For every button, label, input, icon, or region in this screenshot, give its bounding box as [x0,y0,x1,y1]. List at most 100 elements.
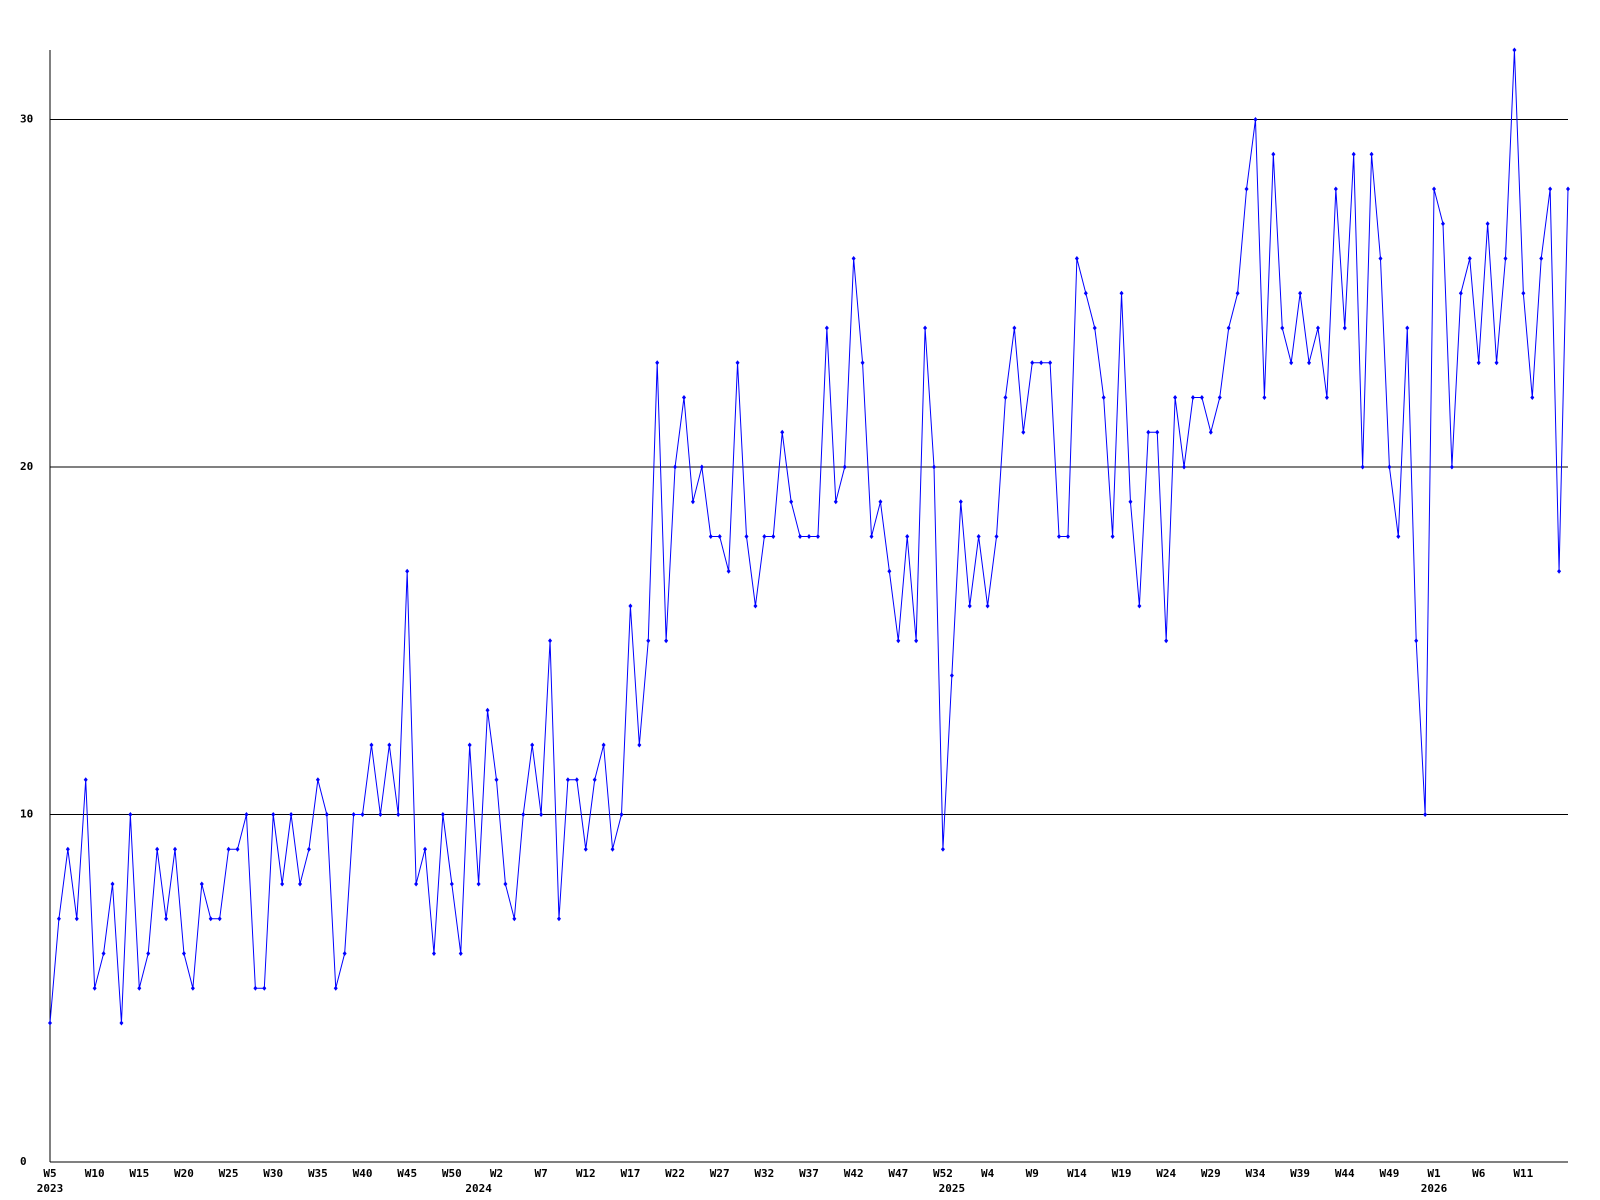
x-tick-label: W35 [308,1167,328,1180]
data-point [1101,395,1106,400]
data-point [1512,47,1517,53]
data-point [342,951,347,956]
data-point [1173,395,1178,400]
data-point [378,812,383,817]
data-point [824,325,829,331]
data-point [476,881,481,887]
data-point [869,534,874,539]
data-point [985,603,990,609]
data-point [744,534,749,539]
data-point [1360,464,1365,470]
data-point [235,846,240,852]
x-tick-label: W25 [219,1167,239,1180]
data-point [1110,534,1115,539]
x-tick-label: W2 [490,1167,503,1180]
x-tick-label: W12 [576,1167,596,1180]
data-point [485,707,490,713]
data-point [1226,325,1231,331]
data-point [521,812,526,817]
data-point [396,812,401,817]
data-point [807,534,811,539]
data-point [565,777,570,783]
data-point [1369,151,1374,157]
data-point [940,846,945,852]
data-point [1244,186,1249,192]
data-point [833,499,838,505]
data-point [932,464,937,470]
data-point [324,812,329,817]
data-point [110,881,115,887]
data-point [423,846,428,852]
data-point [601,742,606,748]
data-point [208,916,213,922]
data-point [1423,812,1428,817]
data-point [83,777,88,783]
data-point [306,846,311,852]
x-tick-label: W50 [442,1167,462,1180]
x-tick-label: W14 [1067,1167,1087,1180]
data-point [1387,464,1392,470]
data-point [1396,534,1401,539]
data-point [914,638,919,644]
y-tick-label: 20 [20,460,33,473]
data-point [1074,256,1079,261]
data-point [173,846,178,852]
data-point [762,534,767,539]
data-point [253,985,258,991]
data-point [1271,151,1276,157]
data-point [387,742,392,748]
data-point [681,395,686,400]
x-tick-label: W39 [1290,1167,1310,1180]
data-point [1289,360,1294,366]
x-tick-label: W52 [933,1167,953,1180]
year-label: 2023 [37,1182,64,1195]
data-point [789,499,794,505]
data-point [503,881,508,887]
data-point [1521,290,1526,296]
data-point [440,812,445,817]
data-point [405,568,410,574]
data-point [1280,325,1285,331]
data-point [315,777,320,783]
data-point [190,985,195,991]
data-point [1039,360,1044,366]
x-tick-label: W45 [397,1167,417,1180]
data-point [798,534,803,539]
data-point [1262,395,1267,400]
data-point [1021,429,1026,435]
data-point [262,985,267,991]
data-point [610,846,615,852]
data-point [1190,395,1195,400]
data-point [949,673,954,678]
data-point [1119,290,1124,296]
data-point [1476,360,1481,366]
data-point [1057,534,1062,539]
data-point [467,742,472,748]
data-point [289,812,294,817]
data-point [905,534,910,539]
data-point [976,534,981,539]
data-point [1458,290,1463,296]
data-point [851,256,856,261]
y-tick-label: 30 [20,113,33,126]
data-point [137,985,142,991]
data-point [1065,534,1070,539]
x-tick-label: W34 [1246,1167,1266,1180]
data-point [548,638,553,644]
x-tick-label: W10 [85,1167,105,1180]
data-point [637,742,642,748]
data-point [271,812,276,817]
x-tick-label: W44 [1335,1167,1355,1180]
data-point [431,951,436,956]
x-tick-label: W17 [620,1167,640,1180]
data-point [1307,360,1312,366]
data-point [449,881,454,887]
data-point [1217,395,1222,400]
x-tick-label: W9 [1026,1167,1039,1180]
data-point [101,951,106,956]
x-tick-label: W40 [353,1167,373,1180]
data-point [673,464,678,470]
x-tick-label: W4 [981,1167,995,1180]
data-point [592,777,597,783]
